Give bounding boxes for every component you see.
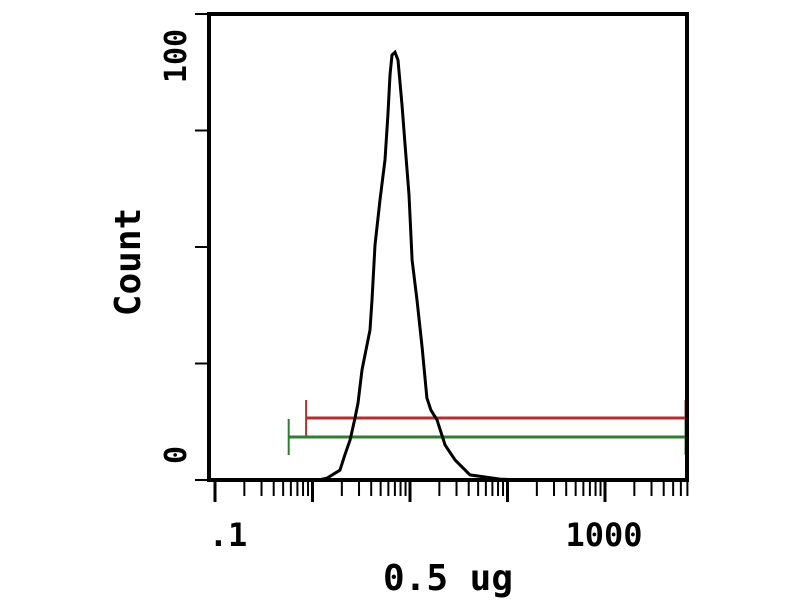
- x-tick-label-1000: 1000: [565, 516, 642, 554]
- x-tick-label-0.1: .1: [209, 516, 248, 554]
- x-axis-label: 0.5 ug: [383, 558, 513, 599]
- y-tick-label-0: 0: [159, 446, 194, 464]
- y-axis-label: Count: [108, 208, 149, 316]
- axis-ticks: [195, 13, 689, 502]
- histogram-series-line: [217, 49, 521, 482]
- plot-frame: [207, 12, 689, 482]
- y-tick-label-100: 100: [159, 29, 194, 83]
